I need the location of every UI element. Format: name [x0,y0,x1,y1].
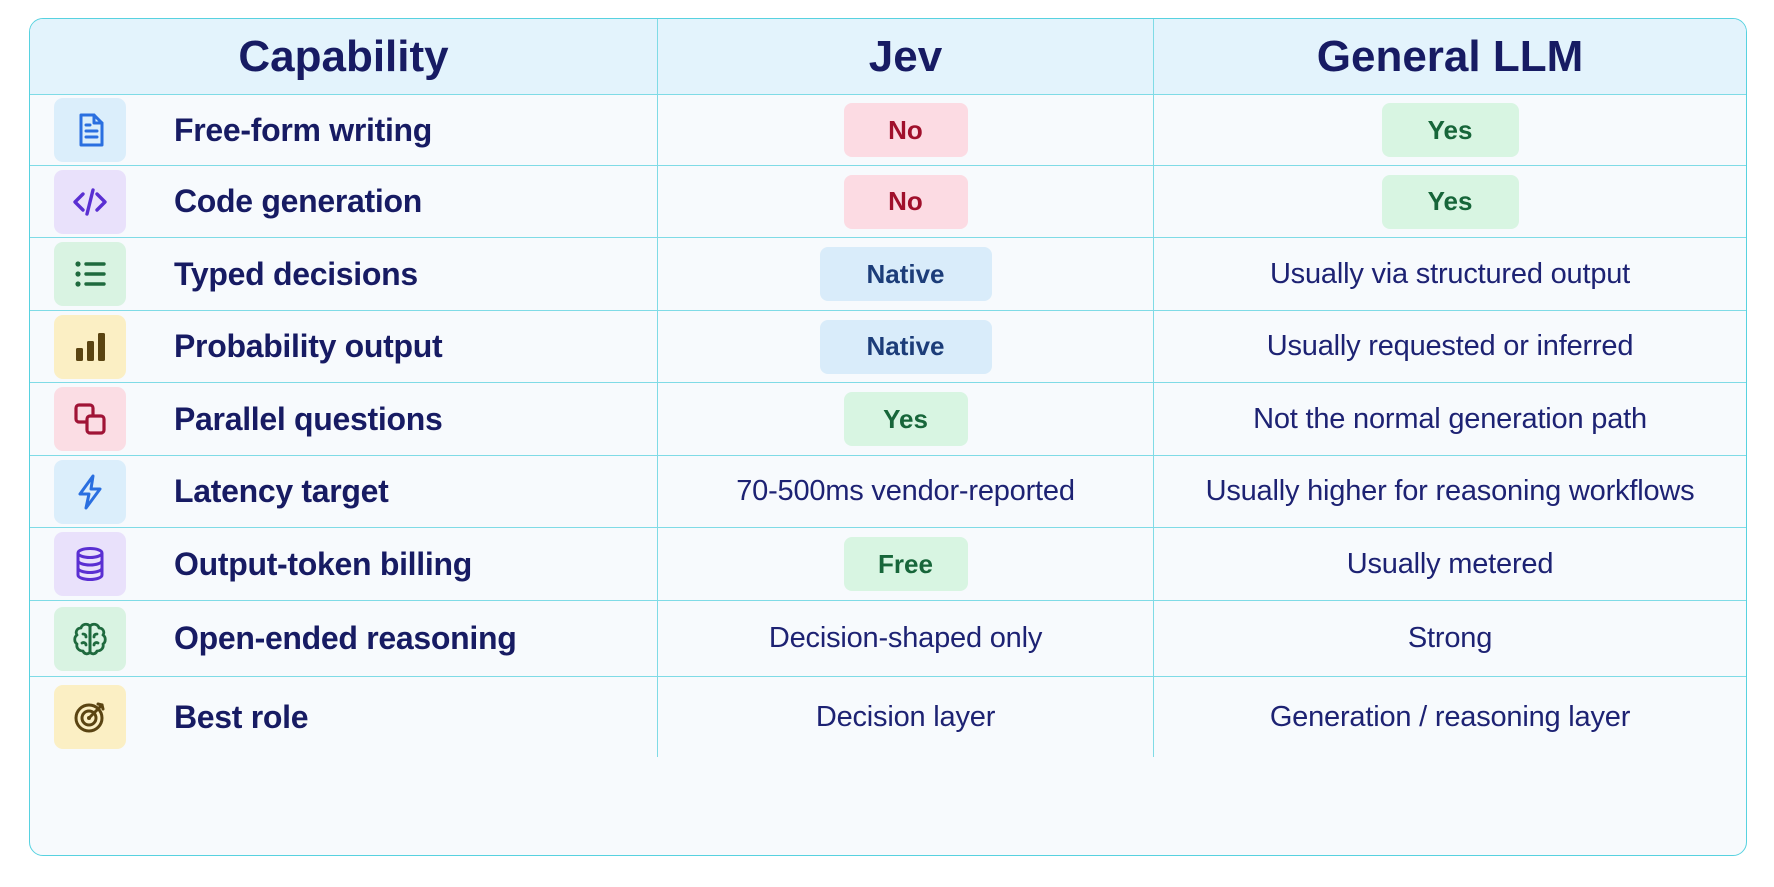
general-llm-badge: Yes [1381,103,1519,157]
jev-cell: Free [657,528,1153,600]
table-row: Best role Decision layer Generation / re… [30,676,1746,757]
general-llm-cell: Usually requested or inferred [1153,311,1746,382]
jev-cell: Native [657,238,1153,310]
target-icon [54,685,126,749]
jev-cell: No [657,95,1153,165]
header-jev: Jev [657,19,1153,94]
capability-label: Probability output [174,328,443,364]
general-llm-cell: Usually via structured output [1153,238,1746,310]
table-row: Probability output Native Usually reques… [30,310,1746,382]
brain-icon [54,606,126,671]
table-row: Free-form writing No Yes [30,94,1746,165]
capability-label: Latency target [174,473,389,509]
capability-cell: Parallel questions [30,383,657,455]
jev-cell: Native [657,311,1153,382]
table-row: Typed decisions Native Usually via struc… [30,237,1746,310]
capability-cell: Best role [30,677,657,757]
table-header-row: Capability Jev General LLM [30,19,1746,94]
comparison-table: Capability Jev General LLM Free-form wri… [29,18,1747,856]
capability-label: Output-token billing [174,545,472,582]
general-llm-text: Usually requested or inferred [1266,330,1634,362]
document-icon [54,98,126,162]
capability-cell: Latency target [30,456,657,527]
capability-label: Parallel questions [174,400,443,437]
jev-badge: Native [819,319,992,374]
general-llm-cell: Not the normal generation path [1153,383,1746,455]
general-llm-text: Generation / reasoning layer [1269,700,1631,733]
capability-cell: Code generation [30,166,657,237]
general-llm-cell: Yes [1153,166,1746,237]
jev-cell: Decision-shaped only [657,601,1153,676]
general-llm-text: Usually higher for reasoning workflows [1205,475,1695,507]
capability-label: Free-form writing [174,111,433,148]
table-row: Output-token billing Free Usually metere… [30,527,1746,600]
general-llm-text: Not the normal generation path [1253,402,1647,435]
jev-badge: Native [819,247,992,301]
jev-cell: 70-500ms vendor-reported [657,456,1153,527]
jev-badge: No [843,174,968,229]
overlapping-squares-icon [54,387,126,451]
jev-text: Decision-shaped only [768,622,1043,654]
capability-cell: Output-token billing [30,528,657,600]
list-icon [54,242,126,306]
capability-label: Best role [174,698,309,735]
capability-cell: Typed decisions [30,238,657,310]
table-row: Latency target 70-500ms vendor-reported … [30,455,1746,527]
header-capability: Capability [238,31,449,81]
jev-cell: Decision layer [657,677,1153,757]
general-llm-text: Usually via structured output [1269,257,1631,290]
lightning-icon [54,459,126,524]
jev-text: Decision layer [815,700,996,733]
capability-label: Open-ended reasoning [174,620,517,656]
capability-label: Code generation [174,183,422,219]
header-general-llm: General LLM [1153,19,1746,94]
code-icon [54,169,126,234]
jev-badge: No [843,103,968,157]
capability-label: Typed decisions [174,255,418,292]
table-row: Parallel questions Yes Not the normal ge… [30,382,1746,455]
general-llm-cell: Usually higher for reasoning workflows [1153,456,1746,527]
jev-badge: Yes [843,392,968,446]
table-row: Open-ended reasoning Decision-shaped onl… [30,600,1746,676]
capability-cell: Probability output [30,311,657,382]
general-llm-text: Strong [1407,622,1493,654]
jev-badge: Free [843,537,968,591]
capability-cell: Free-form writing [30,95,657,165]
database-icon [54,532,126,596]
table-row: Code generation No Yes [30,165,1746,237]
general-llm-cell: Usually metered [1153,528,1746,600]
general-llm-cell: Generation / reasoning layer [1153,677,1746,757]
general-llm-text: Usually metered [1346,547,1554,580]
general-llm-cell: Strong [1153,601,1746,676]
general-llm-badge: Yes [1381,174,1519,229]
general-llm-cell: Yes [1153,95,1746,165]
jev-cell: No [657,166,1153,237]
jev-cell: Yes [657,383,1153,455]
jev-text: 70-500ms vendor-reported [736,475,1075,507]
bar-chart-icon [54,314,126,379]
capability-cell: Open-ended reasoning [30,601,657,676]
